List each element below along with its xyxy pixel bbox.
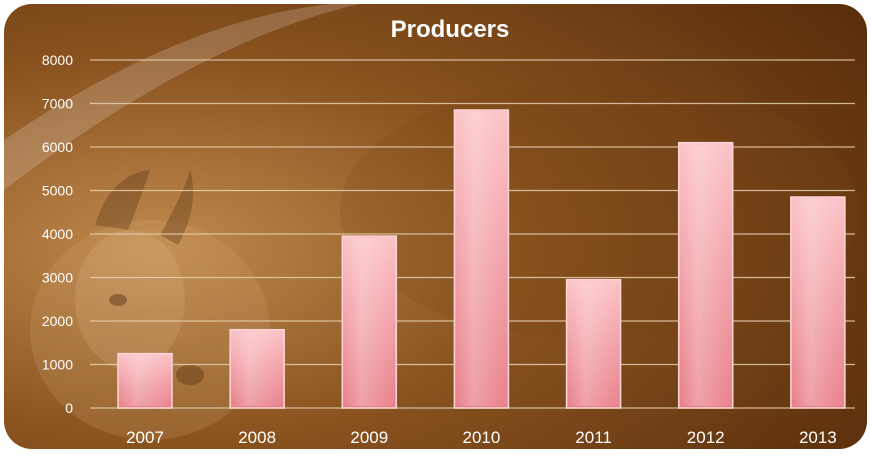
y-tick-label: 7000: [42, 96, 73, 112]
bar-2013: [790, 196, 846, 409]
bar-highlight: [232, 331, 283, 406]
bar-2008: [229, 328, 285, 409]
bar-highlight: [344, 238, 395, 406]
chart-title: Producers: [391, 16, 510, 43]
y-tick-label: 6000: [42, 139, 73, 155]
y-tick-label: 4000: [42, 226, 73, 242]
y-tick-label: 1000: [42, 357, 73, 373]
y-tick-label: 0: [65, 400, 73, 416]
x-category-label: 2009: [350, 428, 388, 447]
x-axis-category-labels: 2007 2008 2009 2010 2011 2012 2013: [126, 428, 837, 447]
x-category-label: 2012: [687, 428, 725, 447]
bar-highlight: [792, 199, 843, 406]
x-category-label: 2011: [575, 428, 612, 447]
x-category-label: 2013: [799, 428, 837, 447]
bar-2012: [677, 141, 734, 409]
y-tick-label: 8000: [42, 52, 73, 68]
light-streaks-decoration: [4, 4, 360, 190]
bar-highlight: [456, 112, 507, 407]
bar-2009: [341, 235, 398, 409]
y-axis-tick-labels: 0 1000 2000 3000 4000 5000 6000 7000 8000: [42, 52, 73, 416]
x-category-label: 2010: [463, 428, 501, 447]
bar-2010: [453, 109, 510, 409]
bar-highlight: [680, 144, 731, 406]
y-tick-label: 3000: [42, 270, 73, 286]
bar-2007: [117, 352, 173, 409]
x-category-label: 2008: [238, 428, 276, 447]
bar-highlight: [568, 281, 619, 406]
x-category-label: 2007: [126, 428, 164, 447]
y-tick-label: 2000: [42, 313, 73, 329]
bar-highlight: [120, 355, 170, 406]
bars: [117, 109, 846, 409]
y-tick-label: 5000: [42, 183, 73, 199]
bar-2011: [565, 278, 622, 409]
